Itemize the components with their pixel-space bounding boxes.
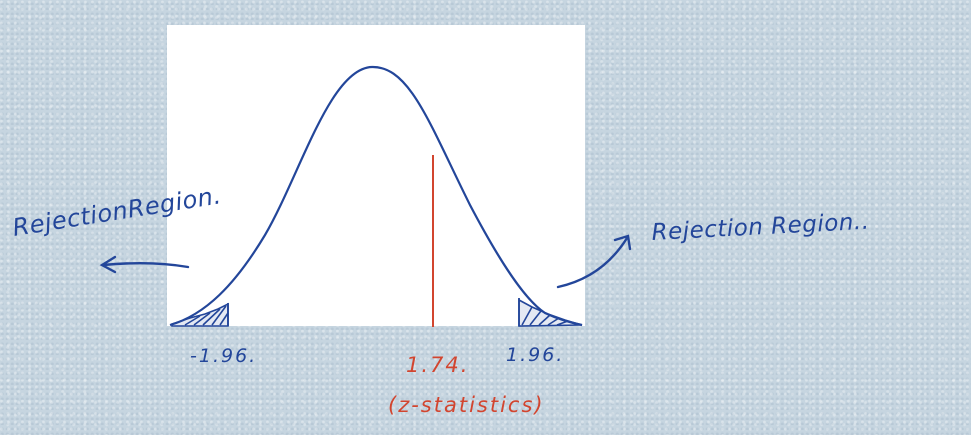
z-value-label: 1.74. [406, 353, 469, 377]
right-critical-label: 1.96. [506, 344, 564, 366]
left-critical-label: -1.96. [190, 345, 257, 367]
right-arrow-head [613, 234, 632, 251]
right-arrow [556, 236, 629, 289]
right-region-label: Rejection Region.. [651, 209, 870, 246]
left-arrow [101, 262, 190, 269]
z-caption-label: (z-statistics) [388, 393, 545, 417]
plot-panel [167, 25, 585, 326]
left-rejection-hatch [171, 302, 229, 327]
left-arrow-head [99, 255, 117, 274]
bell-curve [169, 65, 583, 327]
